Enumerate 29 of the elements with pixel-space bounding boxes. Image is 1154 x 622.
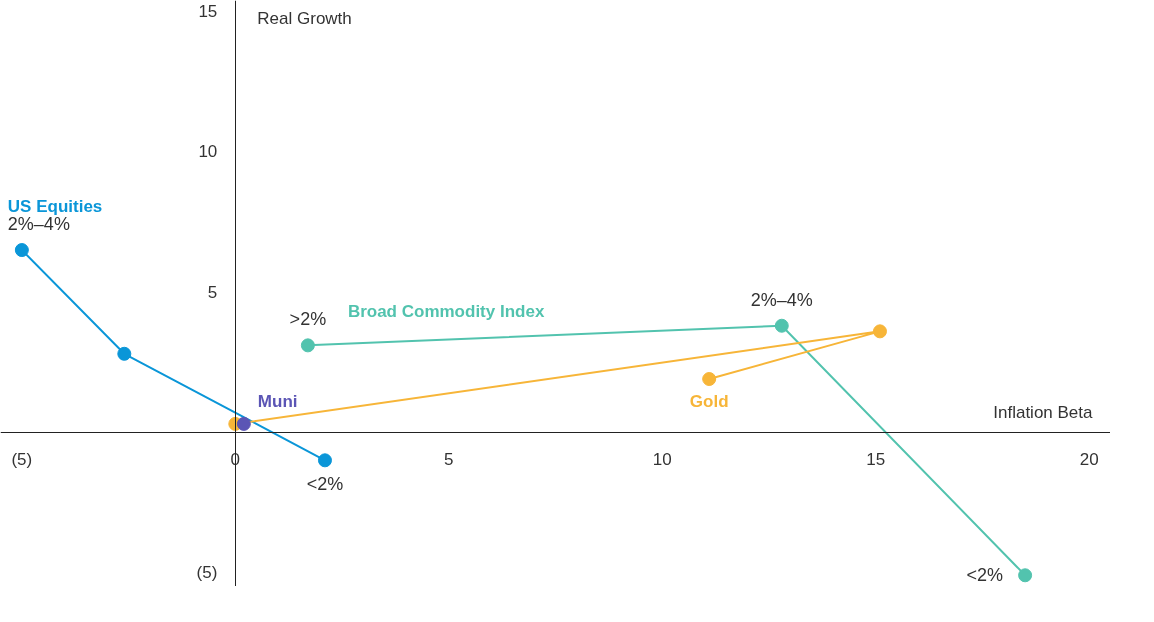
x-tick-label: 5 [444,450,454,470]
point [300,338,315,353]
point [236,416,251,431]
annotation: 2%–4% [750,289,813,310]
x-tick-label: 15 [866,450,886,470]
y-tick-label: 5 [207,282,218,302]
point [702,372,717,386]
x-tick-label: 10 [652,450,672,470]
x-axis-title: Inflation Beta [993,403,1094,423]
y-tick-label: 10 [198,142,218,162]
point [117,346,132,361]
point [1018,568,1033,583]
point [872,324,887,339]
y-tick-label: 15 [198,2,218,22]
x-tick-label: (5) [11,450,33,470]
annotation: 2%–4% [7,214,70,235]
annotation: <2% [966,565,1004,586]
annotation: <2% [306,474,344,495]
y-tick-label: (5) [196,562,218,582]
point [774,318,789,333]
series-label: Muni [257,392,298,412]
point [317,453,332,468]
point [14,243,29,258]
x-tick-label: 20 [1079,450,1099,470]
series-label: Broad Commodity Index [347,301,545,321]
series-label: Gold [689,391,729,411]
series-label: US Equities [7,196,103,216]
annotation: >2% [289,309,327,330]
y-axis-title: Real Growth [257,8,352,28]
